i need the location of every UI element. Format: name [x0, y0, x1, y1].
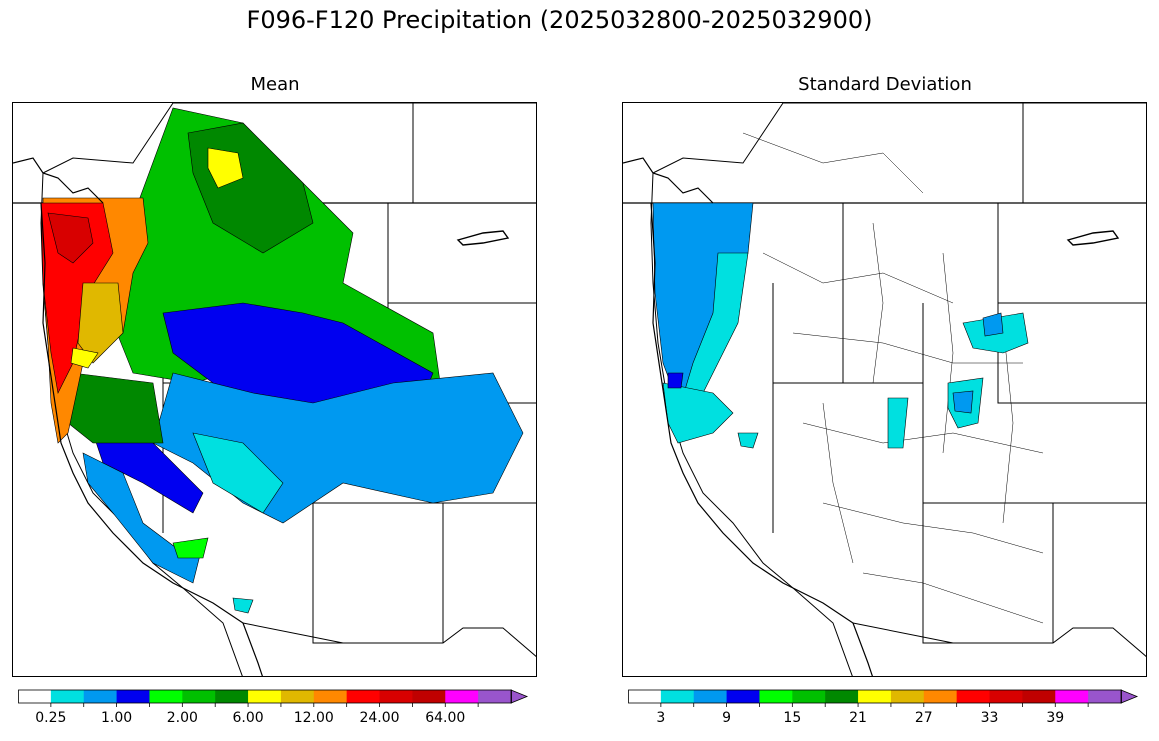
- coastline: [623, 157, 873, 676]
- mean-colorbar-swatch: [379, 690, 413, 703]
- coastline: [13, 157, 263, 676]
- stddev-panel-title: Standard Deviation: [798, 74, 972, 95]
- mean-colorbar-swatch: [412, 690, 446, 703]
- precip-green-coastal: [67, 372, 164, 444]
- stddev-colorbar-tick-label: 27: [915, 710, 933, 726]
- stddev-colorbar-tick-label: 3: [656, 710, 665, 726]
- stddev-colorbar-tick-label: 15: [783, 710, 801, 726]
- mean-colorbar-swatch: [182, 690, 216, 703]
- mean-colorbar-swatch: [280, 690, 315, 703]
- mean-colorbar-tick-label: 1.00: [101, 710, 132, 726]
- precip-green-ca: [172, 537, 209, 559]
- std-lightblue-wyoming: [982, 312, 1004, 337]
- stddev-colorbar-swatch: [726, 690, 760, 703]
- mean-colorbar-swatch: [248, 690, 282, 703]
- mexico-border: [242, 622, 536, 657]
- mean-colorbar-swatch: [149, 690, 183, 703]
- stddev-colorbar-tick-label: 33: [981, 710, 999, 726]
- precip-yellow-north: [207, 147, 244, 189]
- precip-yellow-coast: [70, 347, 99, 369]
- mean-colorbar-swatch: [478, 690, 512, 703]
- mean-colorbar-svg: 0.25 1.00 2.00 6.00 12.00 24.00 64.00: [18, 689, 529, 726]
- stddev-colorbar-swatch: [956, 690, 991, 703]
- mean-colorbar-extend-arrow: [510, 689, 529, 704]
- figure-title: F096-F120 Precipitation (2025032800-2025…: [246, 6, 873, 34]
- stddev-colorbar-tick-label: 9: [722, 710, 731, 726]
- stddev-colorbar-swatch: [1088, 690, 1122, 703]
- mean-colorbar-swatch: [83, 690, 118, 703]
- mean-colorbar-swatch: [445, 690, 479, 703]
- stddev-colorbar: 3 9 15 21 27 33 39: [628, 689, 1148, 738]
- mean-colorbar-tick-label: 12.00: [294, 710, 334, 726]
- std-cyan-small: [737, 432, 759, 449]
- stddev-colorbar-swatch: [628, 690, 662, 703]
- mean-colorbar-swatch: [50, 690, 85, 703]
- stddev-colorbar-extend-arrow: [1120, 689, 1139, 704]
- mean-map: [12, 102, 537, 677]
- mean-colorbar-tick-label: 64.00: [425, 710, 465, 726]
- stddev-colorbar-swatch: [693, 690, 728, 703]
- stddev-colorbar-swatch: [792, 690, 826, 703]
- stddev-colorbar-swatch: [1055, 690, 1089, 703]
- basin-lines: [742, 132, 1044, 624]
- std-blue-coast: [667, 372, 684, 389]
- mexico-border: [852, 622, 1146, 657]
- stddev-colorbar-svg: 3 9 15 21 27 33 39: [628, 689, 1139, 726]
- mean-colorbar-tick-label: 0.25: [35, 710, 66, 726]
- stddev-colorbar-swatch: [660, 690, 695, 703]
- stddev-colorbar-swatch: [858, 690, 892, 703]
- mean-colorbar-tick-label: 2.00: [167, 710, 198, 726]
- stddev-colorbar-swatch: [759, 690, 793, 703]
- mean-colorbar-swatch: [116, 690, 150, 703]
- mean-panel-title: Mean: [250, 74, 300, 95]
- mean-colorbar-swatch: [313, 690, 348, 703]
- mean-colorbar-tick-label: 6.00: [232, 710, 263, 726]
- stddev-colorbar-tick-label: 21: [849, 710, 867, 726]
- lake-superior-shape: [1066, 230, 1120, 246]
- mean-colorbar-tick-label: 24.00: [359, 710, 399, 726]
- stddev-colorbar-swatch: [890, 690, 925, 703]
- state-borders: [772, 103, 1146, 644]
- precip-lightblue-ca: [82, 452, 204, 584]
- stddev-colorbar-swatch: [1022, 690, 1056, 703]
- precip-cyan-south: [192, 432, 284, 514]
- western-us-land: [650, 103, 1146, 676]
- mean-colorbar-swatch: [18, 690, 52, 703]
- std-lightblue-colorado: [952, 390, 974, 414]
- std-cyan-utah: [887, 397, 909, 449]
- precip-cyan-ca: [232, 597, 254, 614]
- mean-colorbar: 0.25 1.00 2.00 6.00 12.00 24.00 64.00: [18, 689, 538, 738]
- mean-colorbar-swatch: [346, 690, 381, 703]
- stddev-colorbar-outline: [628, 689, 1122, 704]
- stddev-map: [622, 102, 1147, 677]
- stddev-colorbar-swatch: [923, 690, 958, 703]
- precip-darkred-coast: [47, 212, 94, 264]
- precip-gold-coast: [77, 282, 124, 364]
- mean-colorbar-outline: [18, 689, 512, 704]
- stddev-colorbar-swatch: [989, 690, 1023, 703]
- stddev-colorbar-tick-label: 39: [1046, 710, 1064, 726]
- stddev-colorbar-swatch: [825, 690, 859, 703]
- mean-colorbar-swatch: [215, 690, 249, 703]
- lake-superior-shape: [456, 230, 510, 246]
